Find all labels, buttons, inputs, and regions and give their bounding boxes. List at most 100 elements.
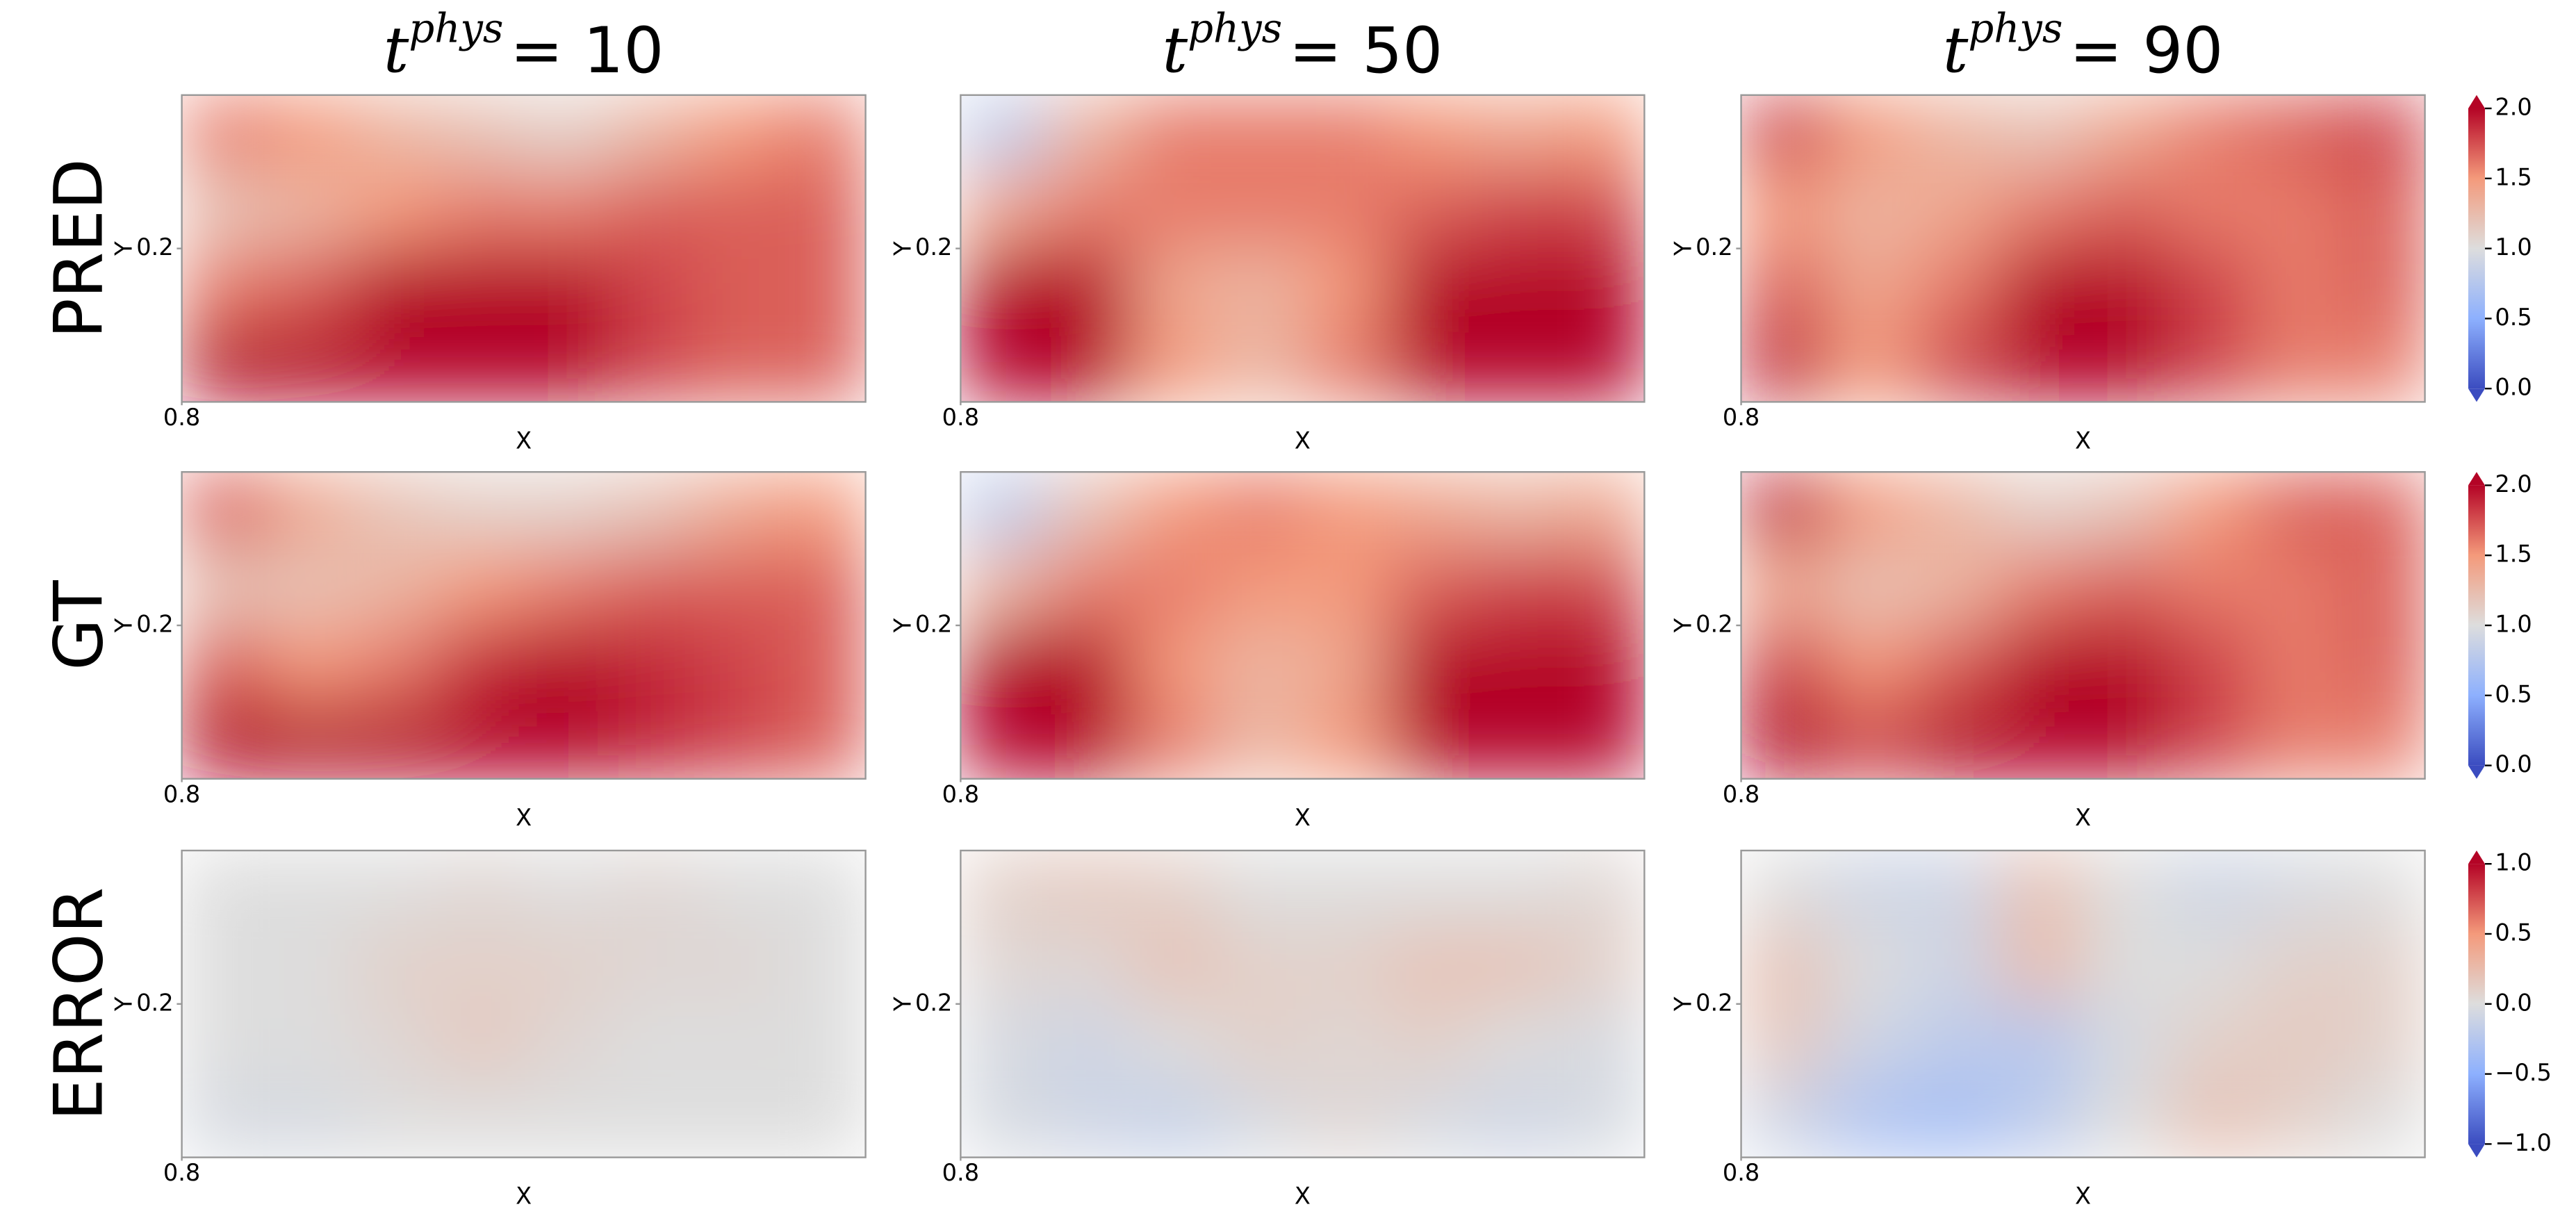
heatmap-cell [960, 1003, 1047, 1082]
heatmap-cell [2339, 702, 2425, 779]
heatmap-cell [1131, 1003, 1218, 1082]
heatmap-cell [1997, 325, 2084, 402]
heatmap [960, 850, 1645, 1158]
heatmap-cell [1473, 1003, 1560, 1082]
heatmap-cell [523, 702, 610, 779]
heatmap-cell [2254, 1003, 2340, 1082]
heatmap-cell [181, 1081, 268, 1158]
heatmap-cell [1131, 702, 1218, 779]
heatmap-cell [1046, 850, 1133, 928]
heatmap-cell [267, 1003, 354, 1082]
heatmap-cell [1302, 248, 1389, 327]
heatmap-cell [267, 850, 354, 928]
heatmap-cell [609, 472, 696, 550]
title-symbol: t [384, 13, 409, 87]
heatmap-cell [267, 325, 354, 402]
heatmap-cell [1559, 472, 1645, 550]
heatmap-cell [438, 625, 525, 703]
colorbar-tick-label: 0.5 [2495, 304, 2532, 331]
heatmap-cell [1997, 248, 2084, 327]
heatmap-cell [1131, 625, 1218, 703]
heatmap-cell [1912, 1003, 1999, 1082]
heatmap-cell [2083, 927, 2169, 1005]
x-tick-label: 0.8 [942, 404, 979, 431]
heatmap-cell [1741, 248, 1828, 327]
heatmap-cells [181, 850, 866, 1158]
heatmap-cell [1826, 172, 1913, 249]
heatmap-cell [2339, 325, 2425, 402]
y-tick-label: 0.2 [915, 610, 952, 637]
heatmap-cell [352, 548, 439, 627]
heatmap-cell [1131, 850, 1218, 928]
heatmap-cell [780, 1003, 866, 1082]
heatmap-cell [352, 625, 439, 703]
heatmap-cell [960, 172, 1047, 249]
heatmap-cell [1388, 95, 1475, 173]
heatmap-cell [352, 325, 439, 402]
heatmap-cell [1741, 172, 1828, 249]
heatmap-cell [1131, 1081, 1218, 1158]
colorbar-tick-label: 0.0 [2495, 750, 2532, 778]
heatmap [1741, 95, 2425, 402]
heatmap-cell [523, 548, 610, 627]
heatmap-cell [181, 702, 268, 779]
heatmap-cell [2168, 325, 2255, 402]
y-axis-label: Y [1669, 996, 1696, 1012]
heatmap-cell [2339, 625, 2425, 703]
colorbar-extend-min [2468, 1144, 2485, 1158]
heatmap-cell [1302, 850, 1389, 928]
heatmap-cell [609, 1081, 696, 1158]
heatmap-cell [523, 927, 610, 1005]
heatmap-cell [181, 248, 268, 327]
colorbar-extend-max [2468, 95, 2485, 109]
x-tick-label: 0.8 [1723, 404, 1759, 431]
heatmap-cell [1741, 702, 1828, 779]
heatmap-cell [1912, 248, 1999, 327]
y-tick-label: 0.2 [915, 989, 952, 1016]
heatmap-cell [694, 927, 781, 1005]
x-axis-label: X [1295, 804, 1311, 831]
row-label: GT [40, 580, 117, 671]
heatmap-cell [1912, 548, 1999, 627]
heatmap-cell [438, 172, 525, 249]
colorbar-tick-label: 0.5 [2495, 919, 2532, 946]
heatmap-cell [1473, 625, 1560, 703]
title-superscript: phys [1188, 6, 1282, 52]
colorbar-tick-label: 2.0 [2495, 94, 2532, 121]
heatmap-cells [960, 850, 1645, 1158]
heatmap-cell [1046, 472, 1133, 550]
heatmap-cell [1559, 850, 1645, 928]
title-value: = 50 [1289, 13, 1443, 88]
row-label: PRED [40, 158, 117, 338]
heatmap-cell [1217, 472, 1304, 550]
heatmap-cell [960, 927, 1047, 1005]
y-axis-label: Y [1669, 618, 1696, 633]
heatmap-cell [438, 548, 525, 627]
heatmap-cell [1473, 850, 1560, 928]
heatmap-cell [181, 625, 268, 703]
heatmap-cell [352, 95, 439, 173]
column-title: tphys = 50 [1163, 6, 1443, 88]
heatmap-cell [1131, 248, 1218, 327]
heatmap-cell [780, 702, 866, 779]
heatmap-cell [1741, 325, 1828, 402]
heatmap-cell [1826, 472, 1913, 550]
heatmap-cell [438, 1003, 525, 1082]
heatmap-cell [2168, 927, 2255, 1005]
colorbar [2468, 485, 2485, 766]
colorbar-tick-label: −0.5 [2495, 1059, 2552, 1086]
heatmap-cell [438, 472, 525, 550]
x-axis-label: X [2075, 427, 2091, 454]
heatmap-cells [181, 95, 866, 402]
heatmap-cell [2083, 95, 2169, 173]
y-tick-label: 0.2 [136, 233, 173, 261]
heatmap-cell [780, 472, 866, 550]
heatmap-cell [1388, 172, 1475, 249]
heatmap-cell [609, 927, 696, 1005]
x-axis-label: X [516, 1183, 532, 1210]
column-title: tphys = 10 [384, 6, 664, 88]
heatmap-cell [1302, 472, 1389, 550]
y-axis-label: Y [110, 241, 137, 256]
heatmap [960, 472, 1645, 779]
